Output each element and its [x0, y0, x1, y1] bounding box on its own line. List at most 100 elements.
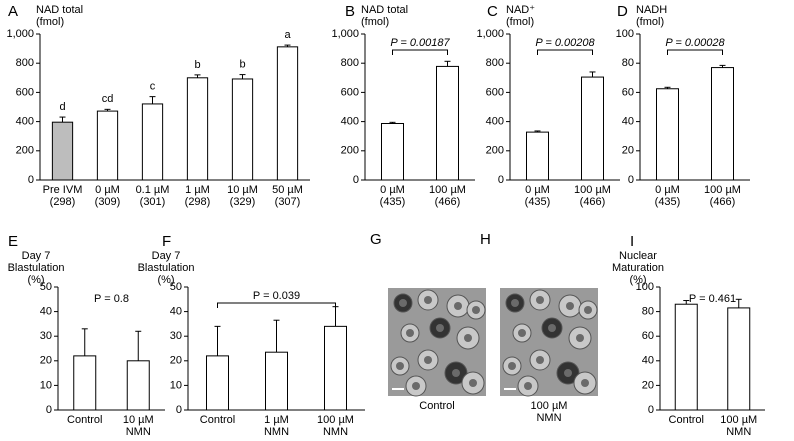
- panel-letter: B: [345, 3, 355, 20]
- bar: [727, 307, 751, 411]
- y-tick-label: 10: [170, 379, 182, 391]
- x-tick-label: (435): [655, 196, 681, 208]
- oocyte-core: [472, 306, 480, 314]
- y-tick-label: 100: [636, 281, 654, 293]
- x-tick-label: (298): [50, 196, 76, 208]
- x-tick-label: 100 µM: [720, 414, 757, 426]
- scale-bar: [392, 388, 404, 390]
- bar: [186, 77, 209, 181]
- oocyte-core: [424, 356, 432, 364]
- y-axis-label: Day 7: [22, 250, 51, 262]
- x-tick-label: Control: [67, 414, 102, 426]
- x-tick-label: 1 µM: [185, 184, 210, 196]
- y-tick-label: 600: [486, 86, 504, 98]
- oocyte-core: [576, 334, 584, 342]
- y-tick-label: 40: [40, 306, 52, 318]
- y-tick-label: 40: [622, 116, 634, 128]
- y-tick-label: 30: [170, 330, 182, 342]
- y-tick-label: 60: [622, 86, 634, 98]
- oocyte-core: [548, 324, 556, 332]
- x-tick-label: (301): [140, 196, 166, 208]
- bar: [265, 351, 288, 411]
- bar: [51, 121, 74, 181]
- y-tick-label: 200: [486, 145, 504, 157]
- oocyte-core: [406, 329, 414, 337]
- y-tick-label: 50: [170, 281, 182, 293]
- y-tick-label: 800: [16, 57, 34, 69]
- y-axis-label: NADH: [636, 4, 667, 16]
- x-tick-label: (435): [525, 196, 551, 208]
- y-axis-label: (%): [629, 274, 646, 286]
- panel-letter: C: [487, 3, 498, 20]
- x-tick-label: Control: [200, 414, 235, 426]
- y-tick-label: 40: [170, 306, 182, 318]
- y-tick-label: 0: [498, 174, 504, 186]
- p-bracket: [537, 49, 593, 55]
- y-axis-label: Day 7: [152, 250, 181, 262]
- panel-letter: E: [8, 233, 18, 250]
- y-axis-label: (fmol): [36, 16, 64, 28]
- bar: [526, 131, 549, 181]
- y-tick-label: 800: [341, 57, 359, 69]
- y-axis-label: (%): [27, 274, 44, 286]
- y-axis-label: (fmol): [506, 16, 534, 28]
- x-tick-label: Control: [669, 414, 704, 426]
- y-tick-label: 200: [16, 145, 34, 157]
- x-tick-label: 50 µM: [272, 184, 303, 196]
- panel-letter: H: [480, 231, 491, 248]
- x-tick-label: 1 µM: [264, 414, 289, 426]
- y-axis-label: (fmol): [636, 16, 664, 28]
- p-bracket: [217, 302, 336, 308]
- y-tick-label: 0: [176, 404, 182, 416]
- bar: [206, 355, 229, 411]
- x-tick-label: 0 µM: [95, 184, 120, 196]
- bar: [276, 46, 299, 181]
- bar: [96, 110, 119, 181]
- x-tick-label: 100 µM: [704, 184, 741, 196]
- y-axis-label: NAD total: [36, 4, 83, 16]
- x-tick-label: (307): [275, 196, 301, 208]
- y-axis-label: NAD⁺: [506, 4, 535, 16]
- oocyte-core: [536, 296, 544, 304]
- x-tick-label: NMN: [264, 426, 289, 438]
- y-tick-label: 100: [616, 28, 634, 40]
- y-tick-label: 800: [486, 57, 504, 69]
- panel-letter: I: [630, 233, 634, 250]
- bar: [711, 67, 734, 181]
- oocyte-core: [464, 334, 472, 342]
- oocyte-core: [454, 302, 462, 310]
- oocyte-core: [581, 379, 589, 387]
- panel-letter: F: [162, 233, 171, 250]
- x-tick-label: (298): [185, 196, 211, 208]
- x-tick-label: 0 µM: [380, 184, 405, 196]
- y-tick-label: 0: [628, 174, 634, 186]
- x-tick-label: (466): [710, 196, 736, 208]
- bar: [674, 303, 698, 411]
- x-tick-label: (435): [380, 196, 406, 208]
- x-tick-label: 100 µM: [317, 414, 354, 426]
- oocyte-core: [518, 329, 526, 337]
- p-bracket: [392, 49, 448, 55]
- x-tick-label: Pre IVM: [43, 184, 83, 196]
- oocyte-core: [469, 379, 477, 387]
- x-tick-label: (309): [95, 196, 121, 208]
- y-tick-label: 10: [40, 379, 52, 391]
- bar: [126, 360, 150, 411]
- value-label: d: [59, 101, 65, 113]
- value-label: b: [194, 59, 200, 71]
- y-tick-label: 400: [486, 116, 504, 128]
- y-tick-label: 60: [642, 330, 654, 342]
- oocyte-core: [436, 324, 444, 332]
- y-tick-label: 80: [622, 57, 634, 69]
- bar: [324, 325, 347, 411]
- p-value: P = 0.00208: [535, 37, 595, 49]
- x-tick-label: 0 µM: [525, 184, 550, 196]
- y-tick-label: 20: [170, 355, 182, 367]
- y-tick-label: 400: [341, 116, 359, 128]
- value-label: c: [150, 81, 156, 93]
- y-tick-label: 600: [341, 86, 359, 98]
- y-axis-label: Blastulation: [138, 262, 195, 274]
- x-tick-label: 0.1 µM: [136, 184, 170, 196]
- oocyte-core: [566, 302, 574, 310]
- value-label: b: [239, 58, 245, 70]
